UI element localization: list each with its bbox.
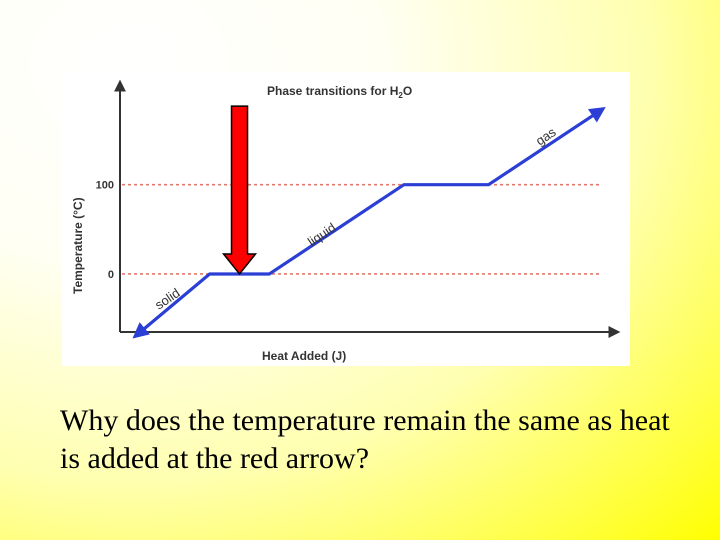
phase-label-gas: gas <box>533 124 559 148</box>
chart-title: Phase transitions for H2O <box>267 84 412 100</box>
chart-panel: Phase transitions for H2O Heat Added (J)… <box>62 72 630 366</box>
question-text: Why does the temperature remain the same… <box>60 404 670 475</box>
y-tick-label: 100 <box>96 180 114 192</box>
y-axis-label: Temperature (°C) <box>71 197 85 294</box>
red-arrow <box>221 105 258 276</box>
series-line-0 <box>132 107 606 339</box>
phase-label-liquid: liquid <box>305 220 339 249</box>
phase-transition-chart: Phase transitions for H2O Heat Added (J)… <box>71 79 621 363</box>
y-tick-label: 0 <box>108 269 114 281</box>
x-axis-label: Heat Added (J) <box>262 349 346 363</box>
